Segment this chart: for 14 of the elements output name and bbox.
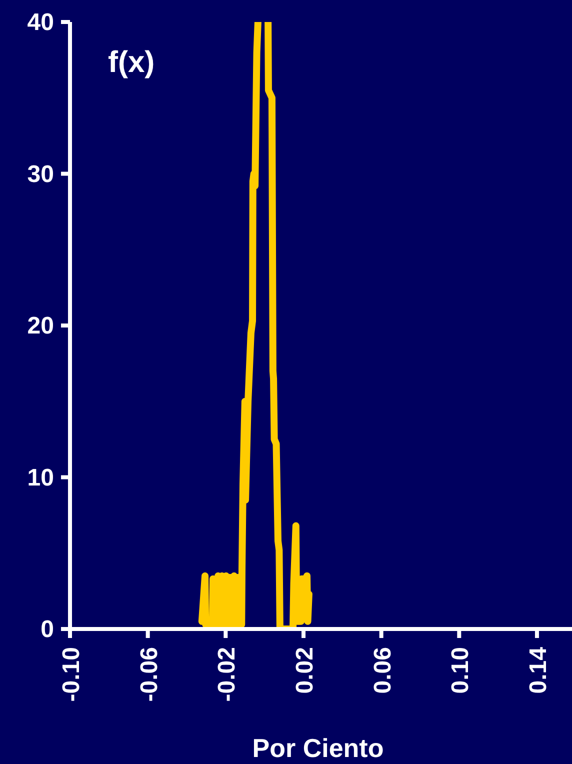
x-tick-label: 0.06: [369, 647, 396, 694]
x-axis-title: Por Ciento: [252, 733, 384, 763]
x-tick-label: -0.06: [136, 647, 163, 702]
y-tick-label: 10: [27, 464, 54, 492]
x-tick-label: 0.10: [447, 647, 474, 694]
y-tick-label: 40: [27, 9, 54, 36]
x-tick-label: -0.10: [58, 647, 85, 702]
y-axis-title: f(x): [108, 46, 155, 79]
x-tick-label: 0.14: [524, 646, 552, 694]
x-tick-label: -0.02: [214, 647, 241, 702]
y-tick-label: 30: [27, 160, 54, 188]
y-tick-label: 20: [27, 312, 54, 340]
y-tick-label: 0: [40, 616, 54, 643]
x-tick-label: 0.02: [291, 647, 318, 694]
